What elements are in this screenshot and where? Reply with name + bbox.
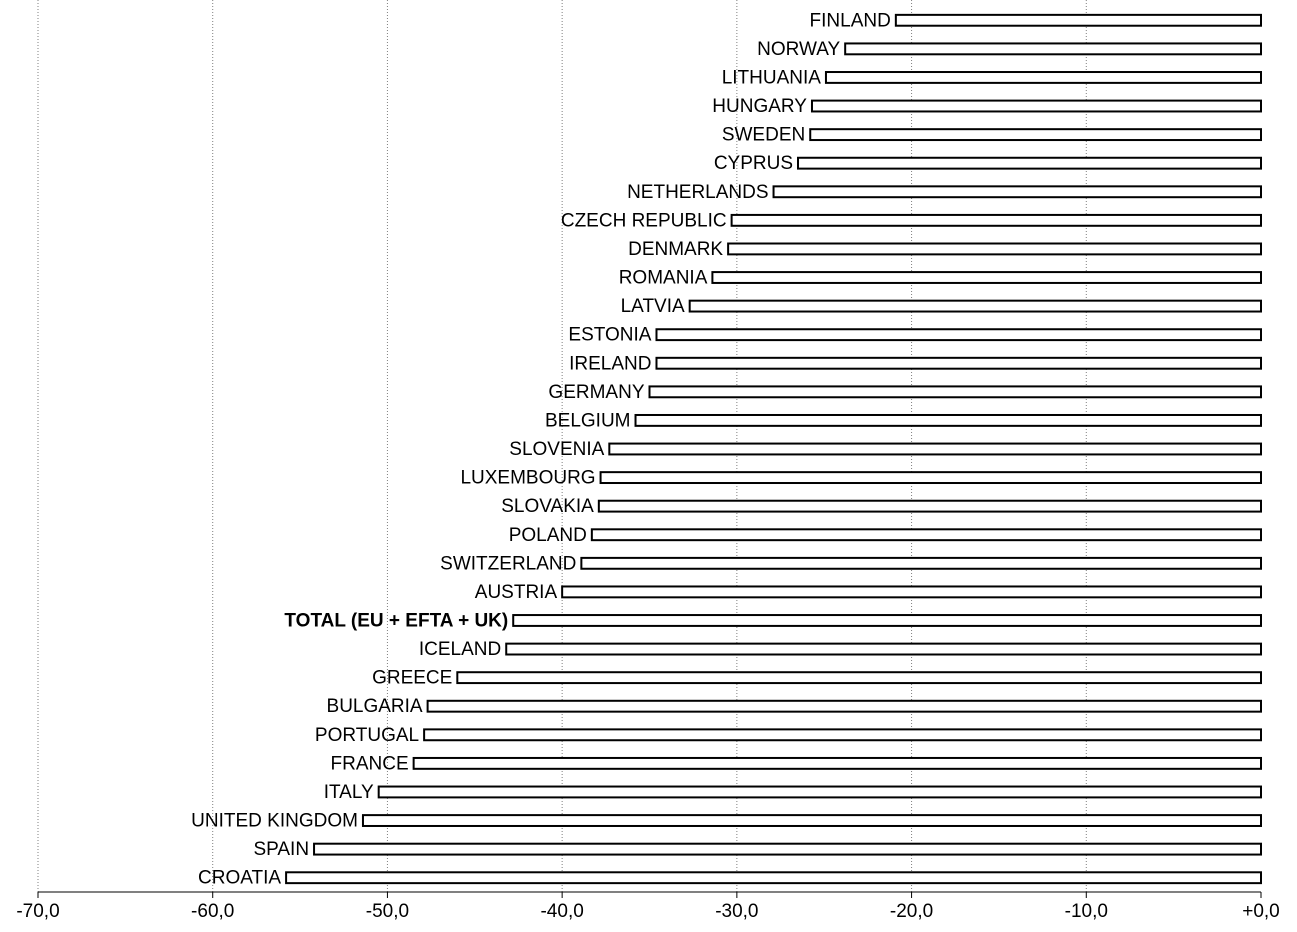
category-label-24: BULGARIA: [327, 696, 423, 717]
x-tick-label-7: +0,0: [1242, 901, 1280, 922]
bar-15: [608, 442, 1262, 456]
category-label-22: ICELAND: [419, 639, 501, 660]
category-label-25: PORTUGAL: [315, 725, 419, 746]
bar-23: [456, 671, 1263, 685]
bar-5: [797, 156, 1262, 170]
category-label-21: TOTAL (EU + EFTA + UK): [284, 610, 508, 631]
category-label-29: SPAIN: [253, 839, 309, 860]
bar-16: [599, 471, 1262, 485]
category-label-7: CZECH REPUBLIC: [561, 210, 727, 231]
x-axis-ticks: -70,0 -60,0 -50,0 -40,0 -30,0 -20,0 -10,0 +0,0: [16, 892, 1280, 922]
category-label-23: GREECE: [372, 668, 452, 689]
category-label-0: FINLAND: [810, 10, 891, 31]
category-label-6: NETHERLANDS: [627, 182, 768, 203]
category-label-4: SWEDEN: [722, 125, 805, 146]
bar-1: [844, 42, 1262, 56]
category-label-15: SLOVENIA: [509, 439, 604, 460]
category-label-5: CYPRUS: [714, 153, 793, 174]
bar-18: [590, 528, 1262, 542]
bar-0: [894, 13, 1263, 27]
category-label-8: DENMARK: [628, 239, 723, 260]
bar-14: [634, 413, 1262, 427]
x-tick-label-1: -60,0: [191, 901, 234, 922]
bar-27: [377, 785, 1262, 799]
category-label-11: ESTONIA: [568, 325, 651, 346]
category-label-13: GERMANY: [548, 382, 644, 403]
category-label-20: AUSTRIA: [475, 582, 558, 603]
bar-28: [361, 814, 1262, 827]
x-tick-label-3: -40,0: [540, 901, 583, 922]
category-label-28: UNITED KINGDOM: [191, 811, 358, 832]
category-labels: FINLAND NORWAY LITHUANIA HUNGARY SWEDEN CYPRU…: [191, 10, 891, 888]
category-label-3: HUNGARY: [712, 96, 807, 117]
x-tick-label-2: -50,0: [366, 901, 409, 922]
bar-20: [561, 585, 1262, 599]
category-label-30: CROATIA: [198, 868, 281, 889]
category-label-14: BELGIUM: [545, 410, 631, 431]
bars: [285, 13, 1263, 885]
bar-13: [648, 385, 1262, 399]
bar-21: [512, 614, 1262, 627]
category-label-10: LATVIA: [621, 296, 685, 317]
category-label-18: POLAND: [509, 525, 587, 546]
bar-12: [655, 356, 1262, 370]
bar-7: [730, 213, 1262, 227]
bar-4: [809, 128, 1262, 142]
bar-2: [824, 71, 1262, 84]
category-label-26: FRANCE: [331, 753, 409, 774]
bar-6: [772, 185, 1262, 199]
bar-3: [810, 99, 1263, 113]
bar-30: [285, 871, 1262, 885]
category-label-19: SWITZERLAND: [440, 553, 576, 574]
bar-25: [423, 728, 1262, 742]
bar-9: [711, 271, 1262, 284]
category-label-16: LUXEMBOURG: [460, 468, 595, 489]
x-tick-label-0: -70,0: [16, 901, 59, 922]
x-tick-label-6: -10,0: [1065, 901, 1108, 922]
bar-11: [655, 328, 1262, 342]
category-label-9: ROMANIA: [619, 268, 708, 289]
category-label-12: IRELAND: [569, 353, 651, 374]
x-tick-label-5: -20,0: [890, 901, 933, 922]
category-label-1: NORWAY: [757, 39, 840, 60]
category-label-27: ITALY: [324, 782, 374, 803]
bar-29: [313, 842, 1262, 856]
bar-19: [580, 556, 1262, 570]
bar-22: [505, 642, 1262, 656]
bar-8: [727, 242, 1262, 256]
bar-17: [597, 499, 1262, 513]
category-label-17: SLOVAKIA: [501, 496, 594, 517]
bar-10: [688, 299, 1262, 313]
bar-26: [412, 756, 1262, 770]
bar-24: [426, 699, 1262, 713]
category-label-2: LITHUANIA: [722, 67, 822, 88]
x-tick-label-4: -30,0: [715, 901, 758, 922]
